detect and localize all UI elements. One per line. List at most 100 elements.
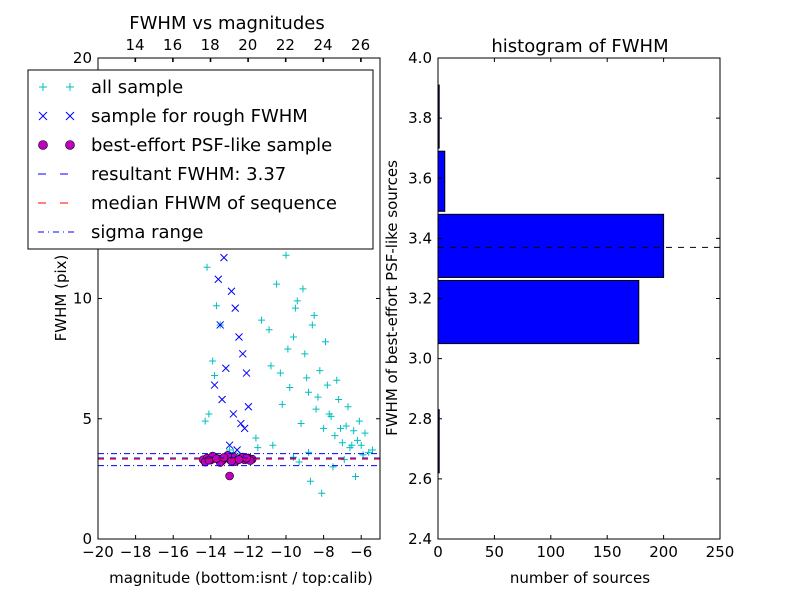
all-sample-point — [211, 371, 219, 379]
right-data-marks — [437, 84, 720, 474]
x-tick-label: −10 — [270, 543, 302, 561]
x-tick-label: −12 — [233, 543, 265, 561]
x-tick-label: 0 — [433, 543, 443, 561]
all-sample-point — [348, 441, 356, 449]
all-sample-point — [205, 410, 213, 418]
top-x-tick-label: 26 — [351, 36, 370, 54]
y-tick-label: 3.0 — [408, 350, 432, 368]
all-sample-point — [310, 311, 318, 319]
psf-sample-point — [234, 455, 244, 464]
all-sample-point — [342, 422, 350, 430]
all-sample-point — [252, 434, 260, 442]
rough-sample-point — [218, 395, 226, 404]
all-sample-point — [305, 388, 313, 396]
left-x-axis-label: magnitude (bottom:isnt / top:calib) — [109, 569, 373, 587]
legend: all sample sample for rough FWHM best-effo… — [27, 69, 374, 250]
x-tick-label: 200 — [649, 543, 678, 561]
all-sample-point — [295, 458, 303, 466]
x-tick-label: 250 — [706, 543, 735, 561]
all-sample-point — [320, 424, 328, 432]
rough-sample-point — [233, 446, 241, 454]
all-sample-point — [314, 393, 322, 401]
top-x-tick-label: 22 — [276, 36, 295, 54]
all-sample-point — [344, 403, 352, 411]
rough-sample-point — [237, 419, 245, 428]
rough-sample-point — [229, 410, 238, 418]
rough-sample-point — [235, 333, 243, 341]
rough-sample-point — [227, 287, 236, 296]
all-sample-point — [353, 436, 361, 444]
left-chart-title: FWHM vs magnitudes — [129, 13, 324, 34]
y-tick-label: 3.8 — [408, 109, 432, 127]
top-x-tick-label: 20 — [238, 36, 257, 54]
all-sample-point — [337, 424, 345, 432]
all-sample-point — [308, 321, 316, 329]
right-axis-ticks: 0 50 100 150 200 250 2.4 2.6 2.8 3.0 3.2 3.4 3.6 3.8 4… — [408, 49, 734, 561]
all-sample-point — [312, 405, 320, 413]
rough-sample-point — [225, 441, 234, 450]
y-tick-label: 5 — [82, 410, 92, 428]
legend-marker-x — [65, 111, 75, 121]
rough-sample-point — [214, 275, 223, 284]
all-sample-point — [212, 302, 220, 310]
legend-entries: all sample sample for rough FWHM best-effo… — [38, 77, 337, 243]
x-tick-label: −18 — [120, 543, 152, 561]
legend-label: sample for rough FWHM — [91, 106, 308, 127]
all-sample-point — [276, 369, 284, 377]
left-y-axis-label: FWHM (pix) — [52, 255, 70, 342]
top-x-tick-label: 24 — [313, 36, 332, 54]
rough-sample-point — [244, 402, 253, 411]
all-sample-point — [273, 280, 281, 288]
all-sample-point — [359, 451, 367, 459]
all-sample-point — [278, 400, 286, 408]
x-tick-label: −20 — [82, 543, 114, 561]
right-chart-title: histogram of FWHM — [491, 36, 668, 57]
all-sample-point — [209, 357, 217, 365]
top-x-tick-label: 18 — [201, 36, 220, 54]
all-sample-point — [333, 376, 341, 384]
y-tick-label: 20 — [73, 49, 92, 67]
legend-label: sigma range — [91, 222, 203, 243]
all-sample-point — [303, 374, 311, 382]
x-tick-label: −14 — [195, 543, 227, 561]
all-sample-point — [338, 439, 346, 447]
x-tick-label: 100 — [536, 543, 565, 561]
all-sample-point — [355, 417, 363, 425]
rough-sample-point — [220, 253, 228, 262]
all-sample-point — [357, 441, 365, 449]
y-tick-label: 3.2 — [408, 290, 432, 308]
right-y-axis-label: FWHM of best-effort PSF-like sources — [383, 160, 401, 436]
legend-marker-x — [38, 111, 48, 121]
y-tick-label: 10 — [73, 290, 92, 308]
all-sample-point — [306, 477, 314, 485]
all-sample-point — [368, 446, 376, 454]
all-sample-point — [265, 326, 273, 334]
rough-sample-point — [238, 349, 247, 358]
legend-label: all sample — [91, 77, 183, 98]
y-tick-label: 3.6 — [408, 169, 432, 187]
all-sample-point — [201, 417, 209, 425]
legend-marker-circle — [38, 140, 48, 150]
right-subplot: 0 50 100 150 200 250 2.4 2.6 2.8 3.0 3.2 3.4 3.6 3.8 4… — [383, 36, 734, 587]
legend-label: median FHWM of sequence — [91, 193, 337, 214]
legend-label: resultant FWHM: 3.37 — [91, 164, 286, 185]
rough-sample-point — [216, 321, 225, 329]
all-sample-point — [305, 448, 313, 456]
all-sample-point — [293, 297, 301, 305]
legend-box — [27, 69, 374, 250]
rough-sample-point — [231, 304, 240, 312]
psf-sample-point — [225, 471, 234, 481]
all-sample-point — [352, 472, 360, 480]
y-tick-label: 3.4 — [408, 229, 432, 247]
histogram-bar — [437, 213, 665, 278]
left-data-marks — [98, 80, 380, 497]
all-sample-point — [258, 316, 266, 324]
top-x-tick-label: 16 — [163, 36, 182, 54]
x-tick-label: −6 — [350, 543, 372, 561]
all-sample-point — [290, 453, 298, 461]
histogram-bar — [437, 279, 640, 345]
all-sample-point — [286, 383, 294, 391]
all-sample-point — [325, 410, 333, 418]
left-axis-ticks: −20 −18 −16 −14 −12 −10 −8 −6 0 5 10 20 14 16 18 20 22 24… — [73, 36, 380, 561]
